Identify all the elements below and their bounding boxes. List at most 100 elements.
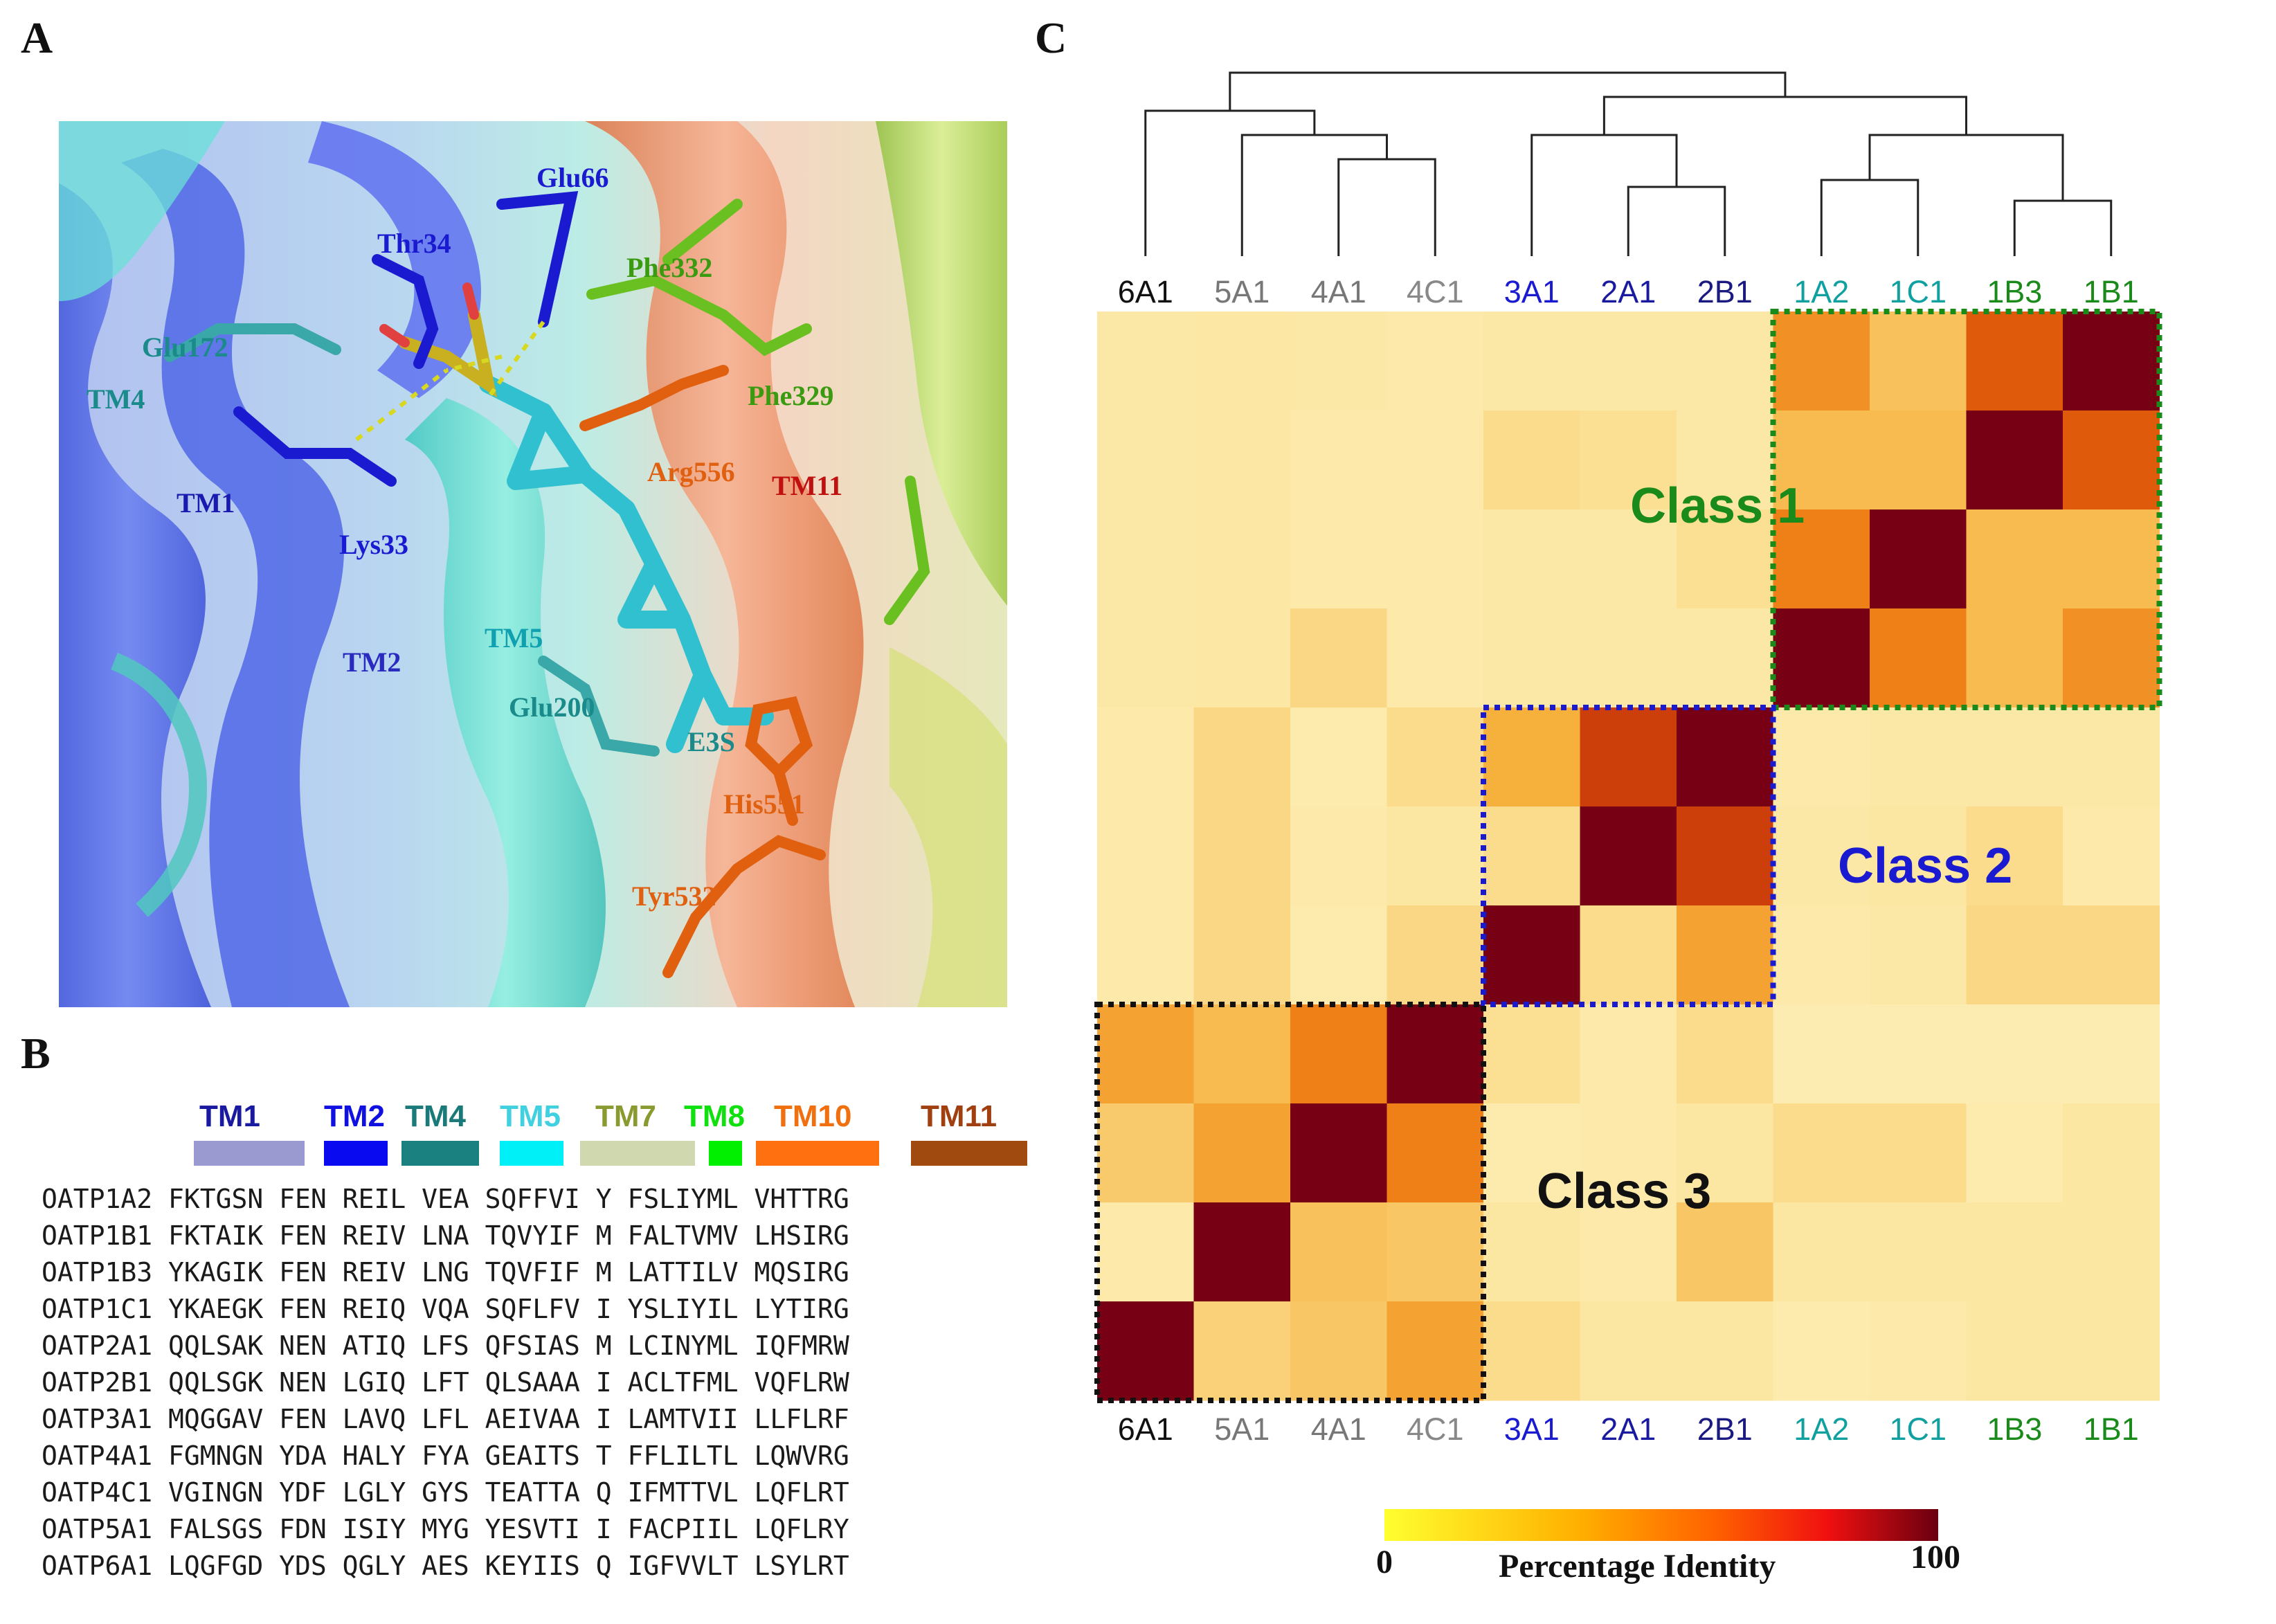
heatmap-cell: [2063, 312, 2160, 411]
heatmap-cell: [1290, 312, 1387, 411]
column-label-bottom: 1A2: [1794, 1411, 1849, 1447]
tm-header-tm11: TM11: [921, 1099, 997, 1133]
heatmap-cell: [1580, 509, 1677, 609]
label-phe329: Phe329: [748, 380, 833, 411]
heatmap-cell: [1483, 608, 1580, 708]
identity-heatmap: 6A1 5A1 4A1 4C1 3A1 2A1 2B1 1A2 1C1 1B3 1B1 6A1 5A1…: [1066, 0, 2276, 1621]
heatmap-cell: [2063, 1202, 2160, 1302]
column-label-top: 1B3: [1987, 274, 2042, 309]
alignment-row: OATP1B1 FKTAIK FEN REIV LNA TQVYIF M FAL…: [42, 1220, 849, 1251]
heatmap-cell: [1483, 905, 1580, 1005]
alignment-row: OATP5A1 FALSGS FDN ISIY MYG YESVTI I FAC…: [42, 1514, 849, 1544]
label-tm2: TM2: [343, 647, 401, 678]
column-label-top: 4C1: [1407, 274, 1464, 309]
heatmap-cell: [1193, 1202, 1291, 1302]
heatmap-cell: [1773, 1202, 1870, 1302]
heatmap-cell: [1483, 312, 1580, 411]
heatmap-cell: [1580, 1103, 1677, 1203]
heatmap-cell: [1773, 312, 1870, 411]
heatmap-cell: [1097, 806, 1194, 906]
tm-bar-tm4: [401, 1141, 479, 1166]
dendrogram-link: [1240, 134, 1388, 256]
column-label-top: 2A1: [1600, 274, 1656, 309]
heatmap-cell: [1677, 707, 1773, 807]
heatmap-cell: [1677, 905, 1773, 1005]
heatmap-cell: [1966, 1202, 2063, 1302]
tm-header-tm4: TM4: [405, 1099, 466, 1133]
heatmap-cell: [1677, 312, 1773, 411]
label-arg556: Arg556: [647, 456, 735, 487]
heatmap-cell: [1870, 312, 1967, 411]
heatmap-cell: [1677, 806, 1773, 906]
heatmap-cell: [1097, 1004, 1194, 1104]
heatmap-cell: [1387, 608, 1484, 708]
heatmap-cell: [1193, 608, 1291, 708]
alignment-row: OATP2A1 QQLSAK NEN ATIQ LFS QFSIAS M LCI…: [42, 1330, 849, 1361]
heatmap-cell: [1290, 1004, 1387, 1104]
heatmap-cell: [1870, 410, 1967, 510]
heatmap-cell: [1097, 410, 1194, 510]
heatmap-cell: [1773, 509, 1870, 609]
heatmap-cell: [1290, 905, 1387, 1005]
class-box: [1770, 309, 2162, 710]
heatmap-cell: [1966, 707, 2063, 807]
heatmap-cell: [1773, 1301, 1870, 1401]
label-tyr532: Tyr532: [632, 881, 716, 912]
dendrogram-link: [1627, 186, 1726, 256]
heatmap-cell: [1677, 1301, 1773, 1401]
label-thr34: Thr34: [377, 228, 451, 259]
heatmap-cell: [1290, 608, 1387, 708]
heatmap-cell: [1580, 707, 1677, 807]
heatmap-cell: [1870, 608, 1967, 708]
heatmap-cell: [1580, 1004, 1677, 1104]
tm-header-tm10: TM10: [774, 1099, 852, 1133]
heatmap-cell: [1966, 1004, 2063, 1104]
heatmap-cell: [1966, 1301, 2063, 1401]
colorbar-max-label: 100: [1911, 1539, 1960, 1576]
heatmap-cell: [1290, 1202, 1387, 1302]
sequence-alignment: TM1 TM2 TM4 TM5 TM7 TM8 TM10 TM11 OATP1A…: [28, 1087, 1038, 1599]
heatmap-cell: [1580, 608, 1677, 708]
heatmap-cell: [1580, 905, 1677, 1005]
heatmap-cell: [1773, 1103, 1870, 1203]
tm-header-tm1: TM1: [199, 1099, 260, 1133]
heatmap-cell: [1580, 1202, 1677, 1302]
panel-label-b: B: [21, 1029, 51, 1078]
alignment-row: OATP4C1 VGINGN YDF LGLY GYS TEATTA Q IFM…: [42, 1477, 849, 1508]
column-label-top: 3A1: [1504, 274, 1560, 309]
heatmap-cell: [1097, 1103, 1194, 1203]
tm-bar-tm1: [194, 1141, 305, 1166]
heatmap-cell: [1870, 806, 1967, 906]
colorbar-title: Percentage Identity: [1499, 1548, 1776, 1585]
heatmap-cell: [1387, 905, 1484, 1005]
heatmap-cell: [1773, 608, 1870, 708]
tm-bar-tm11: [911, 1141, 1027, 1166]
column-label-bottom: 2A1: [1600, 1411, 1656, 1447]
alignment-row: OATP4A1 FGMNGN YDA HALY FYA GEAITS T FFL…: [42, 1441, 849, 1471]
column-label-bottom: 1B1: [2084, 1411, 2139, 1447]
tm-bar-tm2: [324, 1141, 388, 1166]
dendrogram-link: [1337, 158, 1436, 256]
heatmap-cell: [1097, 1301, 1194, 1401]
heatmap-cell: [2063, 1301, 2160, 1401]
class-box: [1481, 705, 1776, 1007]
colorbar-min-label: 0: [1376, 1544, 1393, 1580]
label-his551: His551: [723, 788, 805, 820]
heatmap-cell: [1677, 608, 1773, 708]
label-e3s: E3S: [687, 726, 735, 757]
column-label-bottom: 6A1: [1118, 1411, 1173, 1447]
heatmap-cell: [1387, 806, 1484, 906]
heatmap-cell: [1966, 410, 2063, 510]
class-label: Class 1: [1630, 478, 1805, 534]
label-tm11: TM11: [772, 470, 842, 501]
heatmap-cell: [1966, 1103, 2063, 1203]
class-label: Class 2: [1838, 838, 2012, 894]
heatmap-cell: [1870, 905, 1967, 1005]
dendrogram-link: [1530, 134, 1678, 256]
column-label-top: 1B1: [2084, 274, 2139, 309]
column-label-top: 4A1: [1311, 274, 1366, 309]
heatmap-cell: [1387, 1004, 1484, 1104]
tm-bar-tm7: [580, 1141, 695, 1166]
label-glu200: Glu200: [509, 692, 595, 723]
heatmap-cell: [1097, 1202, 1194, 1302]
